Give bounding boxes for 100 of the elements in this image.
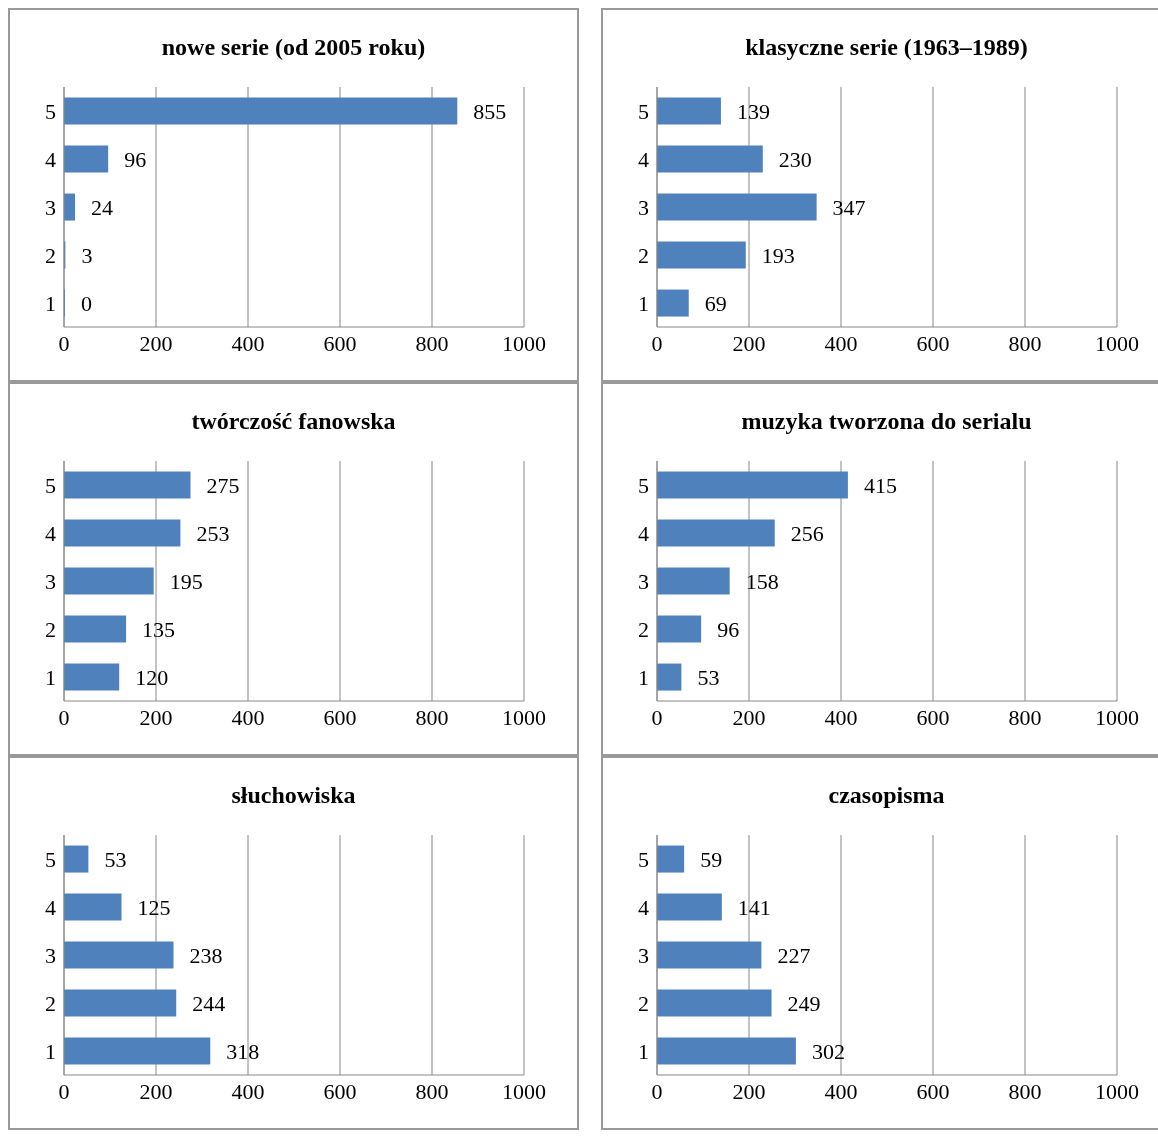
x-tick-label: 800 xyxy=(415,1078,448,1104)
y-tick-label: 5 xyxy=(637,472,649,498)
data-label: 69 xyxy=(704,290,727,316)
y-tick-label: 2 xyxy=(637,990,649,1016)
data-label: 135 xyxy=(141,616,175,642)
y-tick-label: 4 xyxy=(637,520,649,546)
x-tick-label: 800 xyxy=(415,330,448,356)
data-label: 227 xyxy=(776,942,810,968)
y-tick-label: 4 xyxy=(44,146,56,172)
x-tick-label: 600 xyxy=(916,1078,949,1104)
chart-title: słuchowiska xyxy=(231,781,356,810)
y-tick-label: 3 xyxy=(44,194,56,220)
x-tick-label: 0 xyxy=(651,704,662,730)
x-tick-label: 600 xyxy=(323,704,356,730)
y-tick-label: 2 xyxy=(637,242,649,268)
data-label: 855 xyxy=(472,98,506,124)
x-tick-label: 800 xyxy=(1008,1078,1041,1104)
chart-title: nowe serie (od 2005 roku) xyxy=(161,33,426,62)
x-tick-label: 800 xyxy=(1008,704,1041,730)
y-tick-label: 1 xyxy=(44,664,56,690)
y-tick-label: 5 xyxy=(44,98,56,124)
data-label: 3 xyxy=(80,242,92,268)
x-tick-label: 200 xyxy=(732,330,765,356)
x-tick-label: 200 xyxy=(732,1078,765,1104)
data-label: 302 xyxy=(811,1038,845,1064)
x-tick-label: 800 xyxy=(1008,330,1041,356)
data-label: 120 xyxy=(134,664,168,690)
y-tick-label: 4 xyxy=(637,146,649,172)
x-tick-label: 1000 xyxy=(501,704,546,730)
x-tick-label: 0 xyxy=(651,330,662,356)
y-tick-label: 1 xyxy=(637,290,649,316)
data-label: 244 xyxy=(191,990,225,1016)
data-label: 139 xyxy=(736,98,770,124)
data-label: 253 xyxy=(195,520,229,546)
y-tick-label: 1 xyxy=(637,664,649,690)
data-label: 238 xyxy=(188,942,222,968)
x-tick-label: 1000 xyxy=(1094,1078,1139,1104)
y-tick-label: 4 xyxy=(44,520,56,546)
y-tick-label: 1 xyxy=(637,1038,649,1064)
y-tick-label: 5 xyxy=(637,846,649,872)
chart-title: czasopisma xyxy=(828,781,945,810)
x-tick-label: 1000 xyxy=(1094,330,1139,356)
x-tick-label: 600 xyxy=(916,704,949,730)
x-tick-label: 600 xyxy=(323,1078,356,1104)
data-label: 96 xyxy=(716,616,739,642)
data-label: 249 xyxy=(787,990,821,1016)
y-tick-label: 3 xyxy=(637,942,649,968)
x-tick-label: 600 xyxy=(916,330,949,356)
x-tick-label: 200 xyxy=(139,1078,172,1104)
data-label: 0 xyxy=(80,290,92,316)
data-label: 415 xyxy=(863,472,897,498)
x-tick-label: 1000 xyxy=(1094,704,1139,730)
x-tick-label: 1000 xyxy=(501,330,546,356)
data-label: 193 xyxy=(761,242,795,268)
data-label: 53 xyxy=(103,846,126,872)
x-tick-label: 800 xyxy=(415,704,448,730)
x-tick-label: 200 xyxy=(139,704,172,730)
y-tick-label: 3 xyxy=(637,194,649,220)
y-tick-label: 4 xyxy=(44,894,56,920)
y-tick-label: 4 xyxy=(637,894,649,920)
data-label: 256 xyxy=(790,520,824,546)
x-tick-label: 400 xyxy=(231,704,264,730)
y-tick-label: 5 xyxy=(44,472,56,498)
chart-title: muzyka tworzona do serialu xyxy=(741,407,1032,436)
chart-title: klasyczne serie (1963–1989) xyxy=(745,33,1028,62)
x-tick-label: 0 xyxy=(58,330,69,356)
x-tick-label: 400 xyxy=(231,1078,264,1104)
y-tick-label: 3 xyxy=(44,568,56,594)
y-tick-label: 3 xyxy=(637,568,649,594)
x-tick-label: 0 xyxy=(58,1078,69,1104)
y-tick-label: 2 xyxy=(44,990,56,1016)
x-tick-label: 400 xyxy=(231,330,264,356)
chart-title: twórczość fanowska xyxy=(191,407,396,436)
y-tick-label: 2 xyxy=(44,616,56,642)
x-tick-label: 0 xyxy=(58,704,69,730)
y-tick-label: 2 xyxy=(637,616,649,642)
data-label: 318 xyxy=(225,1038,259,1064)
x-tick-label: 1000 xyxy=(501,1078,546,1104)
x-tick-label: 0 xyxy=(651,1078,662,1104)
x-tick-label: 600 xyxy=(323,330,356,356)
x-tick-label: 200 xyxy=(139,330,172,356)
x-tick-label: 400 xyxy=(824,330,857,356)
data-label: 230 xyxy=(778,146,812,172)
y-tick-label: 5 xyxy=(637,98,649,124)
y-tick-label: 1 xyxy=(44,290,56,316)
data-label: 125 xyxy=(137,894,170,920)
data-label: 53 xyxy=(696,664,719,690)
y-tick-label: 3 xyxy=(44,942,56,968)
x-tick-label: 200 xyxy=(732,704,765,730)
y-tick-label: 5 xyxy=(44,846,56,872)
y-tick-label: 2 xyxy=(44,242,56,268)
data-label: 195 xyxy=(169,568,203,594)
data-label: 158 xyxy=(745,568,779,594)
data-label: 24 xyxy=(90,194,113,220)
data-label: 347 xyxy=(832,194,866,220)
data-label: 141 xyxy=(737,894,771,920)
x-tick-label: 400 xyxy=(824,1078,857,1104)
x-tick-label: 400 xyxy=(824,704,857,730)
data-label: 59 xyxy=(699,846,722,872)
data-label: 275 xyxy=(206,472,239,498)
